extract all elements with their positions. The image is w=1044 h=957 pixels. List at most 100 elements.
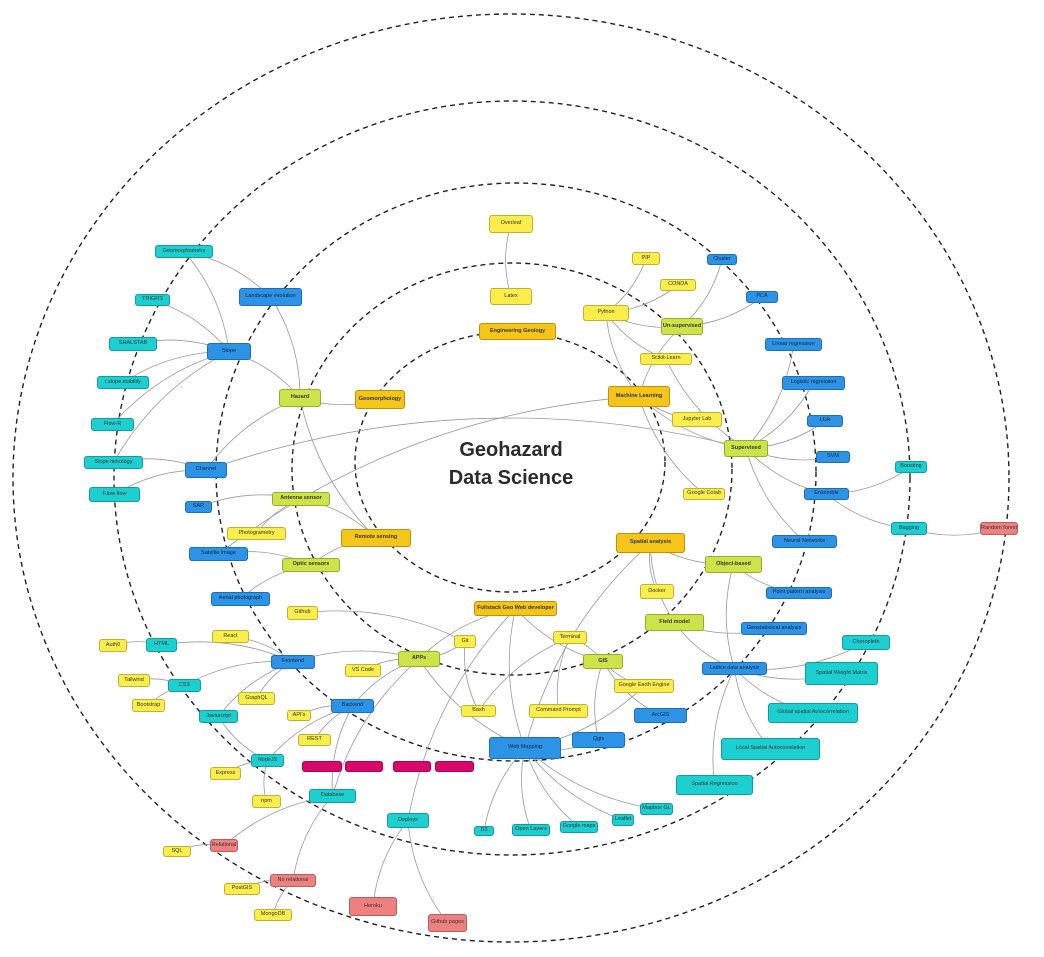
node-mapboxgl[interactable]: Mapbox GL — [640, 803, 673, 815]
node-mongodb[interactable]: MongoDB — [254, 909, 292, 921]
node-pca[interactable]: PCA — [746, 291, 778, 303]
node-norel[interactable]: No relational — [270, 874, 316, 887]
node-gsa[interactable]: Global spatial Autocorrelation — [768, 703, 858, 723]
node-eng-geo[interactable]: Engineering Geology — [479, 323, 556, 340]
node-javascript[interactable]: Javascript — [199, 710, 238, 723]
node-html[interactable]: HTML — [146, 638, 177, 652]
node-flowr[interactable]: Flow-R — [91, 418, 134, 431]
node-optic[interactable]: Optic sensors — [282, 558, 340, 572]
node-rslope[interactable]: r.slope.stability — [97, 376, 149, 389]
node-openlayers[interactable]: Open Layers — [512, 824, 550, 836]
node-lda[interactable]: LDA — [807, 415, 843, 427]
node-spreg[interactable]: Spatial Regression — [676, 775, 753, 795]
node-postgis[interactable]: PostGIS — [224, 883, 260, 895]
node-ppa[interactable]: Point pattern analysis — [766, 587, 832, 599]
node-leaflet[interactable]: Leaflet — [612, 814, 634, 826]
node-m1[interactable] — [302, 761, 342, 772]
node-heroku[interactable]: Heroku — [349, 897, 397, 916]
node-gmaps[interactable]: Google maps — [560, 821, 598, 833]
node-m3[interactable] — [393, 761, 431, 772]
node-sklearn[interactable]: Scikit-Learn — [640, 353, 692, 365]
node-geomorphometry[interactable]: Geomorphometry — [155, 245, 213, 258]
node-m4[interactable] — [435, 761, 474, 772]
node-sql[interactable]: SQL — [163, 846, 191, 857]
node-hazard[interactable]: Hazard — [279, 389, 321, 407]
central-topic[interactable]: Geohazard Data Science — [411, 436, 611, 492]
node-unsup[interactable]: Un-supervised — [661, 318, 703, 335]
node-database[interactable]: Database — [309, 789, 356, 803]
node-geostat[interactable]: Geostatistical analysis — [741, 622, 807, 635]
node-conda[interactable]: CONDA — [660, 279, 696, 291]
node-lattice[interactable]: Lattice data analysis — [702, 662, 767, 675]
node-photogrammetry[interactable]: Photogrametry — [227, 527, 286, 540]
node-npm[interactable]: npm — [252, 795, 281, 808]
node-swm[interactable]: Spatial Weight Matrix — [805, 662, 878, 685]
node-overleaf[interactable]: Overleaf — [489, 215, 533, 233]
node-react[interactable]: React — [212, 630, 249, 643]
node-relational[interactable]: Relational — [210, 839, 238, 852]
node-cluster[interactable]: Cluster — [707, 254, 737, 265]
node-fflow[interactable]: F.low flow — [89, 487, 140, 502]
node-rf[interactable]: Random forest — [980, 522, 1018, 535]
node-ml[interactable]: Machine Learning — [608, 386, 670, 407]
node-channel[interactable]: Channel — [185, 462, 227, 478]
node-deploys[interactable]: Deploys — [387, 813, 429, 828]
node-trigrs[interactable]: TRIGRS — [135, 294, 170, 306]
node-terminal[interactable]: Terminal — [553, 631, 587, 644]
node-github[interactable]: Github — [287, 606, 318, 620]
node-boosting[interactable]: Boosting — [895, 461, 927, 473]
node-choropleth[interactable]: Choropleth — [842, 635, 890, 650]
node-bash[interactable]: Bash — [461, 705, 496, 717]
node-express[interactable]: Express — [210, 767, 241, 780]
node-slopehydro[interactable]: Slope hidrology — [84, 456, 143, 469]
node-python[interactable]: Python — [583, 305, 629, 321]
node-supervised[interactable]: Supervised — [724, 440, 768, 457]
node-vscode[interactable]: VS Code — [345, 664, 381, 677]
node-rest[interactable]: REST — [298, 734, 331, 746]
node-colab[interactable]: Google Colab — [683, 488, 725, 500]
node-aerial[interactable]: Aerial photograph — [211, 592, 270, 606]
node-ensemble[interactable]: Ensemble — [804, 488, 849, 500]
node-arcgis[interactable]: ArcGIS — [634, 708, 687, 723]
node-pip[interactable]: PIP — [632, 252, 660, 265]
node-spatial[interactable]: Spatial analysis — [616, 533, 685, 553]
node-fullstack[interactable]: Fullstack Geo Web developer — [474, 601, 557, 616]
node-graphql[interactable]: GraphQL — [238, 692, 275, 705]
node-antenna[interactable]: Antenna sensor — [272, 492, 330, 506]
node-webmapping[interactable]: Web Mapping — [489, 737, 561, 759]
node-shalstab[interactable]: SHALSTAB — [109, 337, 157, 351]
node-satimg[interactable]: Satelite image — [189, 547, 248, 561]
node-slope[interactable]: Slope — [207, 343, 251, 360]
node-ghpages[interactable]: Github pages — [428, 914, 467, 932]
node-logreg[interactable]: Logistic regression — [782, 376, 845, 390]
node-git[interactable]: Git — [454, 635, 476, 648]
node-objbased[interactable]: Object-based — [705, 556, 762, 573]
node-docker[interactable]: Docker — [640, 584, 674, 599]
node-nn[interactable]: Neural Networks — [772, 535, 837, 548]
node-qgis[interactable]: Qgis — [572, 732, 625, 748]
node-nodejs[interactable]: NodeJS — [251, 754, 284, 767]
node-sar[interactable]: SAR — [185, 501, 212, 513]
node-d3[interactable]: D3 — [474, 826, 494, 836]
node-latex[interactable]: Latex — [490, 288, 532, 305]
node-geomorph[interactable]: Geomorphology — [355, 390, 405, 409]
node-jupyter[interactable]: Jupyter Lab — [672, 412, 722, 427]
node-bootstrap[interactable]: Bootstrap — [132, 699, 165, 712]
node-css[interactable]: CSS — [168, 679, 201, 692]
node-auth0[interactable]: Auth0 — [99, 639, 127, 652]
node-m2[interactable] — [345, 761, 383, 772]
node-backend[interactable]: Backend — [331, 699, 374, 713]
node-apps[interactable]: APPs — [398, 651, 440, 667]
node-bagging[interactable]: Bagging — [891, 522, 927, 535]
node-tailwind[interactable]: Tailwind — [118, 674, 150, 687]
node-gis[interactable]: GIS — [583, 654, 623, 669]
node-svm[interactable]: SVM — [816, 451, 850, 463]
node-cmdprompt[interactable]: Command Prompt — [529, 704, 588, 718]
node-lsa[interactable]: Local Spatial Autocorrelation — [721, 738, 820, 760]
node-frontend[interactable]: Frontend — [271, 655, 315, 669]
node-landscape[interactable]: Landscape evolution — [239, 288, 302, 306]
node-gee[interactable]: Google Earth Engine — [614, 679, 674, 693]
node-apis[interactable]: API's — [287, 710, 311, 721]
node-linreg[interactable]: Linear regression — [765, 338, 822, 351]
node-fieldmodel[interactable]: Field model — [645, 614, 704, 631]
